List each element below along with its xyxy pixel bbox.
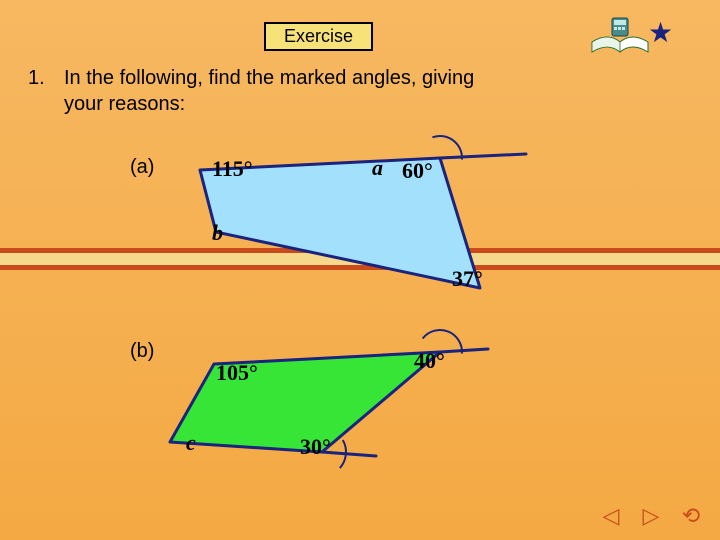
slide: Exercise ★ 1. In the following, find the… xyxy=(0,0,720,540)
nav-home-button[interactable]: ⟲ xyxy=(676,502,706,530)
nav-next-button[interactable]: ▷ xyxy=(636,502,666,530)
nav-buttons: ◁ ▷ ⟲ xyxy=(596,502,706,530)
diagram-b xyxy=(0,0,720,540)
angle-b-40: 40° xyxy=(414,348,445,374)
var-c: c xyxy=(186,430,196,456)
angle-b-30: 30° xyxy=(300,434,331,460)
nav-prev-button[interactable]: ◁ xyxy=(596,502,626,530)
angle-b-105: 105° xyxy=(216,360,258,386)
